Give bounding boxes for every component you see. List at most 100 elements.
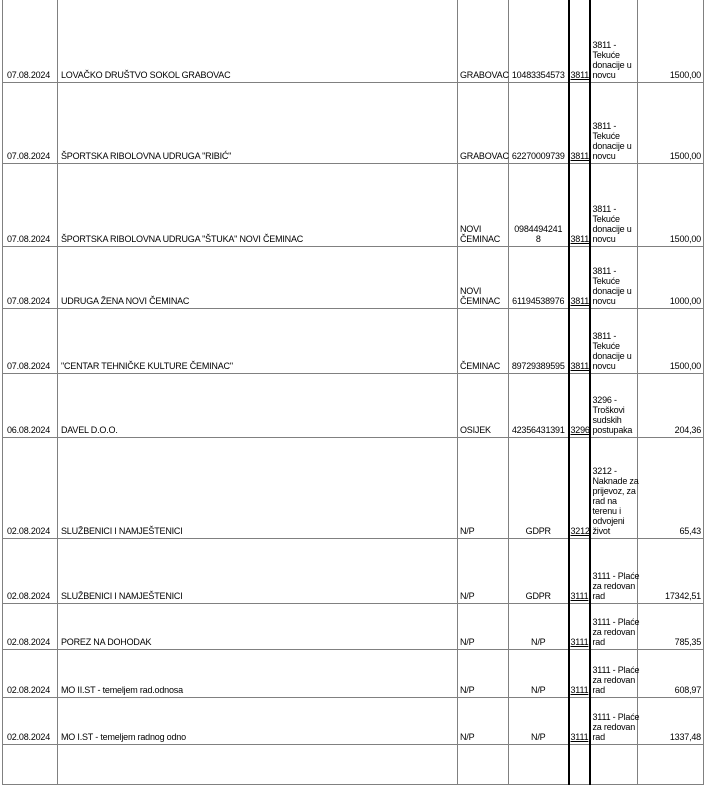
cell-amount[interactable]: 1337,48	[637, 696, 704, 745]
cell-date[interactable]: 07.08.2024	[2, 245, 58, 309]
cell-date[interactable]	[2, 743, 58, 785]
account-code-link[interactable]: 3811	[570, 69, 590, 80]
cell-date[interactable]: 02.08.2024	[2, 436, 58, 539]
account-code-link[interactable]: 3811	[570, 233, 590, 244]
account-code-link[interactable]: 3811	[570, 295, 590, 306]
account-code-link[interactable]: 3296	[570, 424, 590, 435]
account-code-link[interactable]: 3111	[570, 684, 589, 695]
cell-oib[interactable]: N/P	[508, 648, 569, 698]
cell-payee-name[interactable]: LOVAČKO DRUŠTVO SOKOL GRABOVAC	[57, 0, 458, 83]
cell-payee-name[interactable]: MO I.ST - temeljem radnog odno	[57, 696, 458, 745]
cell-description[interactable]: 3111 - Plaće za redovan rad	[589, 602, 639, 650]
cell-date[interactable]: 02.08.2024	[2, 696, 58, 745]
cell-amount[interactable]: 1500,00	[637, 307, 704, 374]
cell-description[interactable]: 3811 - Tekuće donacije u novcu	[589, 245, 638, 309]
cell-amount[interactable]: 65,43	[637, 436, 704, 539]
cell-description[interactable]	[589, 743, 638, 785]
cell-place[interactable]: ČEMINAC	[457, 307, 509, 374]
cell-amount[interactable]: 1000,00	[637, 245, 704, 309]
cell-place[interactable]: N/P	[457, 537, 509, 604]
cell-description[interactable]: 3811 - Tekuće donacije u novcu	[589, 81, 638, 164]
cell-payee-name[interactable]: ŠPORTSKA RIBOLOVNA UDRUGA "ŠTUKA" NOVI Č…	[57, 162, 458, 247]
cell-description[interactable]: 3811 - Tekuće donacije u novcu	[589, 162, 638, 247]
cell-place[interactable]: GRABOVAC	[457, 81, 509, 164]
cell-description[interactable]: 3212 - Naknade za prijevoz, za rad na te…	[589, 436, 639, 539]
cell-account-code[interactable]	[567, 743, 591, 785]
cell-payee-name[interactable]: SLUŽBENICI I NAMJEŠTENICI	[57, 436, 458, 539]
cell-account-code[interactable]: 3212	[567, 436, 591, 539]
cell-oib[interactable]: GDPR	[508, 436, 569, 539]
account-code-link[interactable]: 3811	[570, 150, 590, 161]
cell-account-code[interactable]: 3811	[567, 0, 591, 83]
cell-oib[interactable]: 61194538976	[508, 245, 569, 309]
cell-account-code[interactable]: 3111	[567, 602, 591, 650]
cell-amount[interactable]: 204,36	[637, 372, 704, 438]
cell-place[interactable]: NOVI ČEMINAC	[457, 245, 509, 309]
cell-place[interactable]: N/P	[457, 602, 509, 650]
table-row: 07.08.2024 ŠPORTSKA RIBOLOVNA UDRUGA "ŠT…	[2, 162, 704, 247]
cell-payee-name[interactable]: ŠPORTSKA RIBOLOVNA UDRUGA "RIBIĆ"	[57, 81, 458, 164]
cell-oib[interactable]: 10483354573	[508, 0, 569, 83]
account-code-link[interactable]: 3212	[570, 525, 590, 536]
cell-amount[interactable]: 1500,00	[637, 162, 704, 247]
cell-payee-name[interactable]: UDRUGA ŽENA NOVI ČEMINAC	[57, 245, 458, 309]
cell-place[interactable]: N/P	[457, 648, 509, 698]
cell-account-code[interactable]: 3811	[567, 81, 591, 164]
cell-date[interactable]: 07.08.2024	[2, 162, 58, 247]
cell-date[interactable]: 07.08.2024	[2, 81, 58, 164]
cell-date[interactable]: 07.08.2024	[2, 307, 58, 374]
cell-payee-name[interactable]: POREZ NA DOHODAK	[57, 602, 458, 650]
cell-oib[interactable]: 0984494241 8	[508, 162, 569, 247]
account-code-link[interactable]: 3811	[570, 360, 590, 371]
cell-payee-name[interactable]: "CENTAR TEHNIČKE KULTURE ČEMINAC"	[57, 307, 458, 374]
cell-oib[interactable]: 42356431391	[508, 372, 569, 438]
cell-account-code[interactable]: 3811	[567, 245, 591, 309]
cell-date[interactable]: 06.08.2024	[2, 372, 58, 438]
cell-place[interactable]: GRABOVAC	[457, 0, 509, 83]
cell-oib[interactable]: 62270009739	[508, 81, 569, 164]
account-code-link[interactable]: 3111	[570, 636, 589, 647]
cell-account-code[interactable]: 3811	[567, 162, 591, 247]
cell-description[interactable]: 3296 - Troškovi sudskih postupaka	[589, 372, 638, 438]
cell-description[interactable]: 3111 - Plaće za redovan rad	[589, 537, 639, 604]
cell-description[interactable]: 3111 - Plaće za redovan rad	[589, 696, 639, 745]
table-row: 02.08.2024 POREZ NA DOHODAK N/P N/P 3111…	[2, 602, 704, 650]
cell-date[interactable]: 07.08.2024	[2, 0, 58, 83]
cell-place[interactable]: NOVI ČEMINAC	[457, 162, 509, 247]
cell-account-code[interactable]: 3111	[567, 696, 591, 745]
cell-description[interactable]: 3811 - Tekuće donacije u novcu	[589, 0, 638, 83]
cell-place[interactable]: OSIJEK	[457, 372, 509, 438]
cell-description[interactable]: 3111 - Plaće za redovan rad	[589, 648, 639, 698]
cell-oib[interactable]: N/P	[508, 696, 569, 745]
cell-amount[interactable]: 608,97	[637, 648, 704, 698]
cell-place[interactable]: N/P	[457, 696, 509, 745]
cell-date[interactable]: 02.08.2024	[2, 602, 58, 650]
cell-date[interactable]: 02.08.2024	[2, 537, 58, 604]
cell-payee-name[interactable]: SLUŽBENICI I NAMJEŠTENICI	[57, 537, 458, 604]
cell-payee-name[interactable]: DAVEL D.O.O.	[57, 372, 458, 438]
cell-payee-name[interactable]: MO II.ST - temeljem rad.odnosa	[57, 648, 458, 698]
cell-account-code[interactable]: 3111	[567, 648, 591, 698]
cell-amount[interactable]	[637, 743, 704, 785]
table-row: 07.08.2024 ŠPORTSKA RIBOLOVNA UDRUGA "RI…	[2, 81, 704, 164]
cell-account-code[interactable]: 3811	[567, 307, 591, 374]
cell-payee-name[interactable]	[57, 743, 458, 785]
account-code-link[interactable]: 3111	[570, 731, 589, 742]
cell-amount[interactable]: 1500,00	[637, 81, 704, 164]
cell-amount[interactable]: 785,35	[637, 602, 704, 650]
cell-amount[interactable]: 1500,00	[637, 0, 704, 83]
cell-amount[interactable]: 17342,51	[637, 537, 704, 604]
cell-place[interactable]	[457, 743, 509, 785]
cell-account-code[interactable]: 3111	[567, 537, 591, 604]
cell-place[interactable]: N/P	[457, 436, 509, 539]
cell-oib[interactable]: N/P	[508, 602, 569, 650]
cell-oib[interactable]: GDPR	[508, 537, 569, 604]
cell-description[interactable]: 3811 - Tekuće donacije u novcu	[589, 307, 638, 374]
cell-account-code[interactable]: 3296	[567, 372, 591, 438]
account-code-link[interactable]: 3111	[570, 590, 589, 601]
cell-oib[interactable]: 89729389595	[508, 307, 569, 374]
cell-date[interactable]: 02.08.2024	[2, 648, 58, 698]
cell-oib[interactable]	[508, 743, 569, 785]
